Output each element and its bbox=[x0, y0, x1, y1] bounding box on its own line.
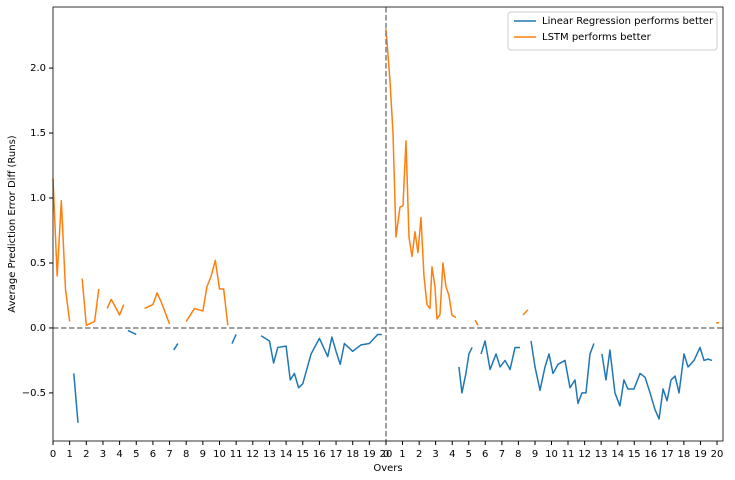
x-tick-label: 3 bbox=[100, 449, 106, 460]
x-tick-label: 2 bbox=[83, 449, 89, 460]
x-tick-label: 16 bbox=[313, 449, 326, 460]
x-tick-label: 1 bbox=[399, 449, 405, 460]
x-tick-label: 12 bbox=[578, 449, 591, 460]
x-tick-label: 7 bbox=[166, 449, 172, 460]
x-tick-label: 2 bbox=[416, 449, 422, 460]
x-tick-label: 18 bbox=[346, 449, 359, 460]
y-tick-label: 0.5 bbox=[30, 258, 46, 269]
y-tick-label: 1.5 bbox=[30, 128, 46, 139]
legend-label: Linear Regression performs better bbox=[542, 16, 714, 27]
x-tick-label: 20 bbox=[711, 449, 724, 460]
x-tick-label: 4 bbox=[449, 449, 455, 460]
x-tick-label: 13 bbox=[263, 449, 276, 460]
x-tick-label: 10 bbox=[213, 449, 226, 460]
x-tick-label: 20 bbox=[380, 449, 393, 460]
x-tick-label: 5 bbox=[466, 449, 472, 460]
x-tick-label: 9 bbox=[532, 449, 538, 460]
x-tick-label: 18 bbox=[678, 449, 691, 460]
x-tick-label: 9 bbox=[200, 449, 206, 460]
x-tick-label: 11 bbox=[230, 449, 243, 460]
x-tick-label: 0 bbox=[50, 449, 56, 460]
plot-frame bbox=[52, 6, 724, 442]
x-tick-label: 15 bbox=[628, 449, 641, 460]
data-line bbox=[73, 329, 713, 423]
x-tick-label: 8 bbox=[515, 449, 521, 460]
x-tick-label: 8 bbox=[183, 449, 189, 460]
x-tick-label: 19 bbox=[363, 449, 376, 460]
x-tick-label: 19 bbox=[694, 449, 707, 460]
x-axis-label: Overs bbox=[373, 463, 402, 474]
y-axis-label: Average Prediction Error Diff (Runs) bbox=[7, 135, 18, 312]
data-line bbox=[52, 29, 719, 327]
legend-box bbox=[507, 11, 718, 51]
y-tick-label: −0.5 bbox=[22, 388, 46, 399]
x-tick-label: 6 bbox=[482, 449, 488, 460]
x-tick-label: 17 bbox=[330, 449, 343, 460]
x-tick-label: 14 bbox=[611, 449, 624, 460]
x-tick-label: 15 bbox=[296, 449, 309, 460]
x-tick-label: 12 bbox=[246, 449, 259, 460]
x-tick-label: 14 bbox=[280, 449, 293, 460]
x-tick-label: 6 bbox=[150, 449, 156, 460]
x-tick-label: 10 bbox=[545, 449, 558, 460]
x-tick-label: 13 bbox=[595, 449, 608, 460]
x-tick-label: 0 bbox=[383, 449, 389, 460]
x-tick-label: 5 bbox=[133, 449, 139, 460]
y-tick-label: 0.0 bbox=[30, 323, 46, 334]
x-tick-label: 11 bbox=[562, 449, 575, 460]
x-tick-label: 17 bbox=[661, 449, 674, 460]
legend-label: LSTM performs better bbox=[542, 32, 652, 43]
x-tick-label: 4 bbox=[116, 449, 122, 460]
x-tick-label: 3 bbox=[432, 449, 438, 460]
x-tick-label: 7 bbox=[499, 449, 505, 460]
y-tick-label: 1.0 bbox=[30, 193, 46, 204]
x-tick-label: 1 bbox=[66, 449, 72, 460]
x-tick-label: 16 bbox=[644, 449, 657, 460]
y-tick-label: 2.0 bbox=[30, 63, 46, 74]
